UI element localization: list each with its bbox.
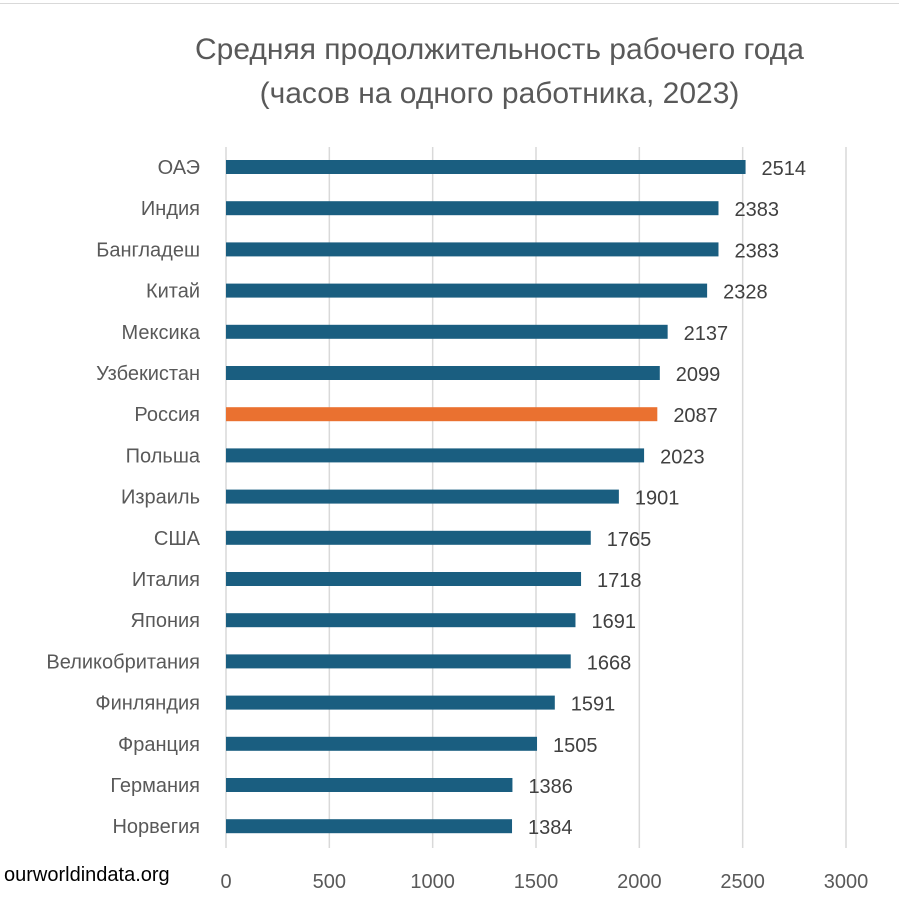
chart-title-line-2: (часов на одного работника, 2023) [259,77,740,110]
x-tick-label: 2000 [617,871,662,893]
chart-title: Средняя продолжительность рабочего года … [0,28,899,116]
x-tick-label: 2500 [720,871,765,893]
category-label: Польша [126,445,201,467]
data-label: 2328 [723,282,768,304]
bar [226,448,645,463]
bar [226,819,513,834]
category-label: ОАЭ [158,157,200,179]
top-border [0,0,899,4]
category-label: Россия [134,404,200,426]
data-label: 2383 [734,199,779,221]
bar [226,160,746,174]
data-label: 2514 [762,158,807,180]
data-label: 2383 [734,240,779,262]
data-label: 1384 [528,817,573,839]
category-label: Индия [141,198,200,220]
category-label: Узбекистан [96,363,200,385]
x-tick-label: 1000 [410,871,455,893]
category-label: США [154,528,201,550]
bar [226,283,708,298]
data-label: 1505 [553,735,598,757]
bar [226,572,582,586]
bar [226,242,719,257]
data-label: 1691 [591,611,636,633]
bar [226,407,658,422]
category-label: Израиль [121,487,200,509]
category-label: Великобритания [46,651,200,673]
bar [226,654,571,669]
data-label: 1386 [528,776,573,798]
data-label: 2087 [673,405,718,427]
category-label: Китай [146,281,200,303]
category-label: Германия [110,775,200,797]
data-label: 2137 [684,323,729,345]
x-tick-label: 0 [220,871,231,893]
chart-title-line-1: Средняя продолжительность рабочего года [195,33,804,66]
category-label: Франция [118,734,200,756]
bar [226,489,619,504]
category-label: Норвегия [112,816,200,838]
bar [226,530,591,545]
category-label: Италия [132,569,200,591]
bar [226,324,668,339]
bar [226,778,513,792]
x-tick-label: 3000 [824,871,869,893]
source-label: ourworldindata.org [4,864,170,886]
bar [226,695,555,710]
bar [226,201,719,216]
data-label: 1901 [635,488,680,510]
bar [226,366,660,380]
data-label: 1668 [587,652,632,674]
bar [226,613,576,628]
bar [226,736,538,751]
category-label: Финляндия [95,693,200,715]
data-label: 2099 [676,364,721,386]
data-label: 1591 [571,694,616,716]
x-tick-label: 500 [313,871,346,893]
data-label: 2023 [660,446,705,468]
category-label: Япония [131,610,200,632]
x-tick-label: 1500 [514,871,559,893]
data-label: 1718 [597,570,642,592]
data-label: 1765 [607,529,652,551]
category-label: Бангладеш [96,239,200,261]
category-label: Мексика [122,322,201,344]
